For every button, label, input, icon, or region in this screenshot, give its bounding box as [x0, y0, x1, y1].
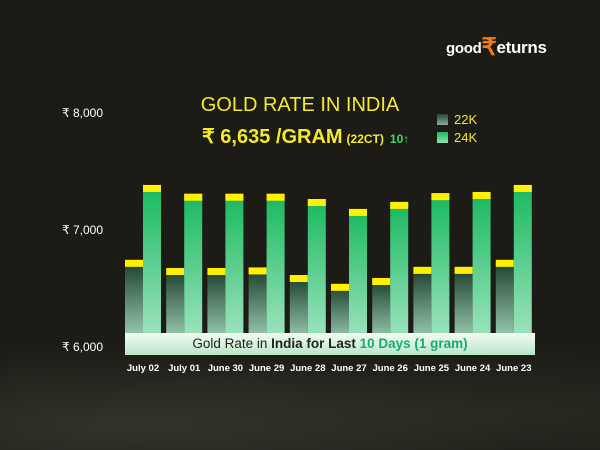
bar-cap: [289, 275, 308, 283]
bar-24k: [431, 193, 450, 347]
legend-swatch-24k: [437, 131, 448, 143]
bar-cap: [390, 201, 409, 209]
bar-24k: [513, 184, 532, 347]
bar-22k: [331, 283, 349, 347]
bar-24k: [143, 184, 161, 347]
bar-cap: [349, 208, 367, 216]
x-tick-label: June 23: [496, 363, 531, 374]
bar-24k: [390, 201, 409, 347]
y-tick-label: ₹ 6,000: [62, 340, 103, 354]
y-tick-label: ₹ 7,000: [62, 223, 103, 237]
legend: 22K 24K: [437, 110, 477, 146]
price-unit: (22CT): [346, 132, 384, 146]
bar-cap: [143, 184, 161, 192]
bar-24k: [225, 193, 244, 347]
price-readout: ₹ 6,635 /GRAM (22CT) 10↑: [202, 124, 409, 149]
bar-22k: [207, 268, 226, 347]
bar-cap: [331, 283, 349, 291]
bar-cap: [125, 259, 143, 267]
bar-24k: [349, 208, 367, 347]
bar-cap: [248, 267, 267, 275]
bar-22k: [372, 277, 391, 347]
bar-24k: [307, 198, 326, 347]
x-tick-label: June 28: [290, 363, 325, 374]
bar-cap: [472, 191, 491, 199]
price-change: 10↑: [389, 132, 410, 146]
bar-22k: [495, 259, 514, 347]
x-tick-label: June 26: [373, 363, 408, 374]
x-tick-label: June 30: [208, 363, 243, 374]
bar-24k: [266, 193, 285, 347]
bar-cap: [495, 259, 514, 267]
bar-22k: [289, 275, 308, 347]
price-value: ₹ 6,635 /GRAM: [202, 126, 343, 148]
x-tick-label: June 27: [331, 363, 366, 374]
bar-cap: [184, 193, 203, 201]
bar-cap: [307, 198, 326, 206]
bar-22k: [125, 259, 143, 347]
bar-cap: [372, 277, 391, 285]
x-tick-label: June 29: [249, 363, 284, 374]
chart-title: GOLD RATE IN INDIA: [200, 94, 400, 116]
bar-cap: [513, 184, 532, 192]
x-tick-label: June 25: [414, 363, 450, 374]
y-tick-label: ₹ 8,000: [62, 106, 103, 120]
chart-banner: Gold Rate in India for Last 10 Days (1 g…: [125, 333, 535, 355]
bar-cap: [207, 268, 226, 276]
bar-cap: [413, 266, 432, 274]
legend-item-22k: 22K: [437, 110, 477, 128]
bar-cap: [454, 266, 473, 274]
bar-22k: [248, 267, 267, 347]
legend-item-24k: 24K: [437, 128, 477, 146]
x-tick-label: June 24: [455, 363, 491, 374]
bar-24k: [184, 193, 203, 347]
bar-cap: [431, 193, 450, 201]
bar-22k: [454, 266, 473, 347]
bar-24k: [472, 191, 491, 347]
x-tick-label: July 02: [127, 363, 159, 374]
bar-cap: [266, 193, 285, 201]
bar-cap: [166, 268, 185, 276]
x-tick-label: July 01: [168, 363, 201, 374]
legend-swatch-22k: [437, 113, 448, 125]
goodreturns-logo: good₹eturns: [446, 34, 547, 61]
bar-cap: [225, 193, 244, 201]
bar-22k: [166, 268, 185, 347]
bar-22k: [413, 266, 432, 347]
